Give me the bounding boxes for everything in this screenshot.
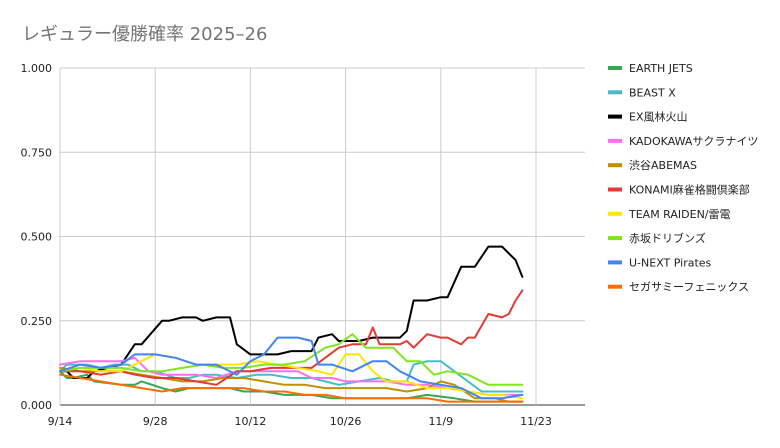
legend-label: EARTH JETS: [629, 62, 693, 75]
legend-swatch: [608, 163, 622, 168]
legend-swatch: [608, 236, 622, 241]
legend-swatch: [608, 211, 622, 216]
y-tick-label: 0.750: [21, 146, 53, 159]
y-tick-label: 0.500: [21, 231, 53, 244]
legend-swatch: [608, 114, 622, 119]
legend-swatch: [608, 260, 622, 265]
chart-title: レギュラー優勝確率 2025–26: [22, 24, 267, 45]
y-tick-label: 0.000: [21, 399, 53, 412]
series-layer: [59, 245, 524, 403]
x-tick-label: 11/23: [520, 415, 552, 428]
series-line: [59, 373, 524, 403]
x-tick-labels: 9/14 9/28 10/12 10/26 11/9 11/23: [48, 415, 552, 428]
legend-label: KADOKAWAサクラナイツ: [629, 135, 758, 148]
legend-swatch: [608, 187, 622, 192]
legend-label: 赤坂ドリブンズ: [629, 231, 706, 245]
x-tick-label: 10/12: [235, 415, 267, 428]
legend-label: BEAST X: [629, 86, 676, 99]
legend-swatch: [608, 90, 622, 95]
series-line: [59, 336, 524, 400]
legend-label: KONAMI麻雀格闘倶楽部: [629, 183, 750, 197]
y-tick-labels: 0.000 0.250 0.500 0.750 1.000: [21, 62, 53, 412]
legend: EARTH JETS BEAST X EX風林火山 KADOKAWAサクラナイツ渋谷A…: [608, 62, 758, 294]
legend-swatch: [608, 66, 622, 70]
series-line: [59, 353, 524, 400]
x-tick-label: 10/26: [330, 415, 362, 428]
x-tick-label: 9/28: [143, 415, 168, 428]
legend-label: TEAM RAIDEN/雷電: [628, 208, 731, 221]
x-tick-label: 9/14: [48, 415, 73, 428]
series-line: [59, 366, 524, 403]
y-tick-label: 1.000: [21, 62, 53, 75]
x-tick-label: 11/9: [428, 415, 453, 428]
legend-swatch: [608, 284, 622, 289]
legend-swatch: [608, 138, 622, 143]
legend-label: EX風林火山: [629, 110, 688, 124]
grid-layer: [59, 67, 585, 406]
series-line: [59, 245, 524, 379]
series-line: [59, 289, 524, 386]
legend-label: セガサミーフェニックス: [629, 281, 749, 294]
y-tick-label: 0.250: [21, 315, 53, 328]
series-line: [59, 333, 524, 386]
legend-label: 渋谷ABEMAS: [629, 159, 697, 172]
legend-label: U-NEXT Pirates: [629, 256, 712, 269]
